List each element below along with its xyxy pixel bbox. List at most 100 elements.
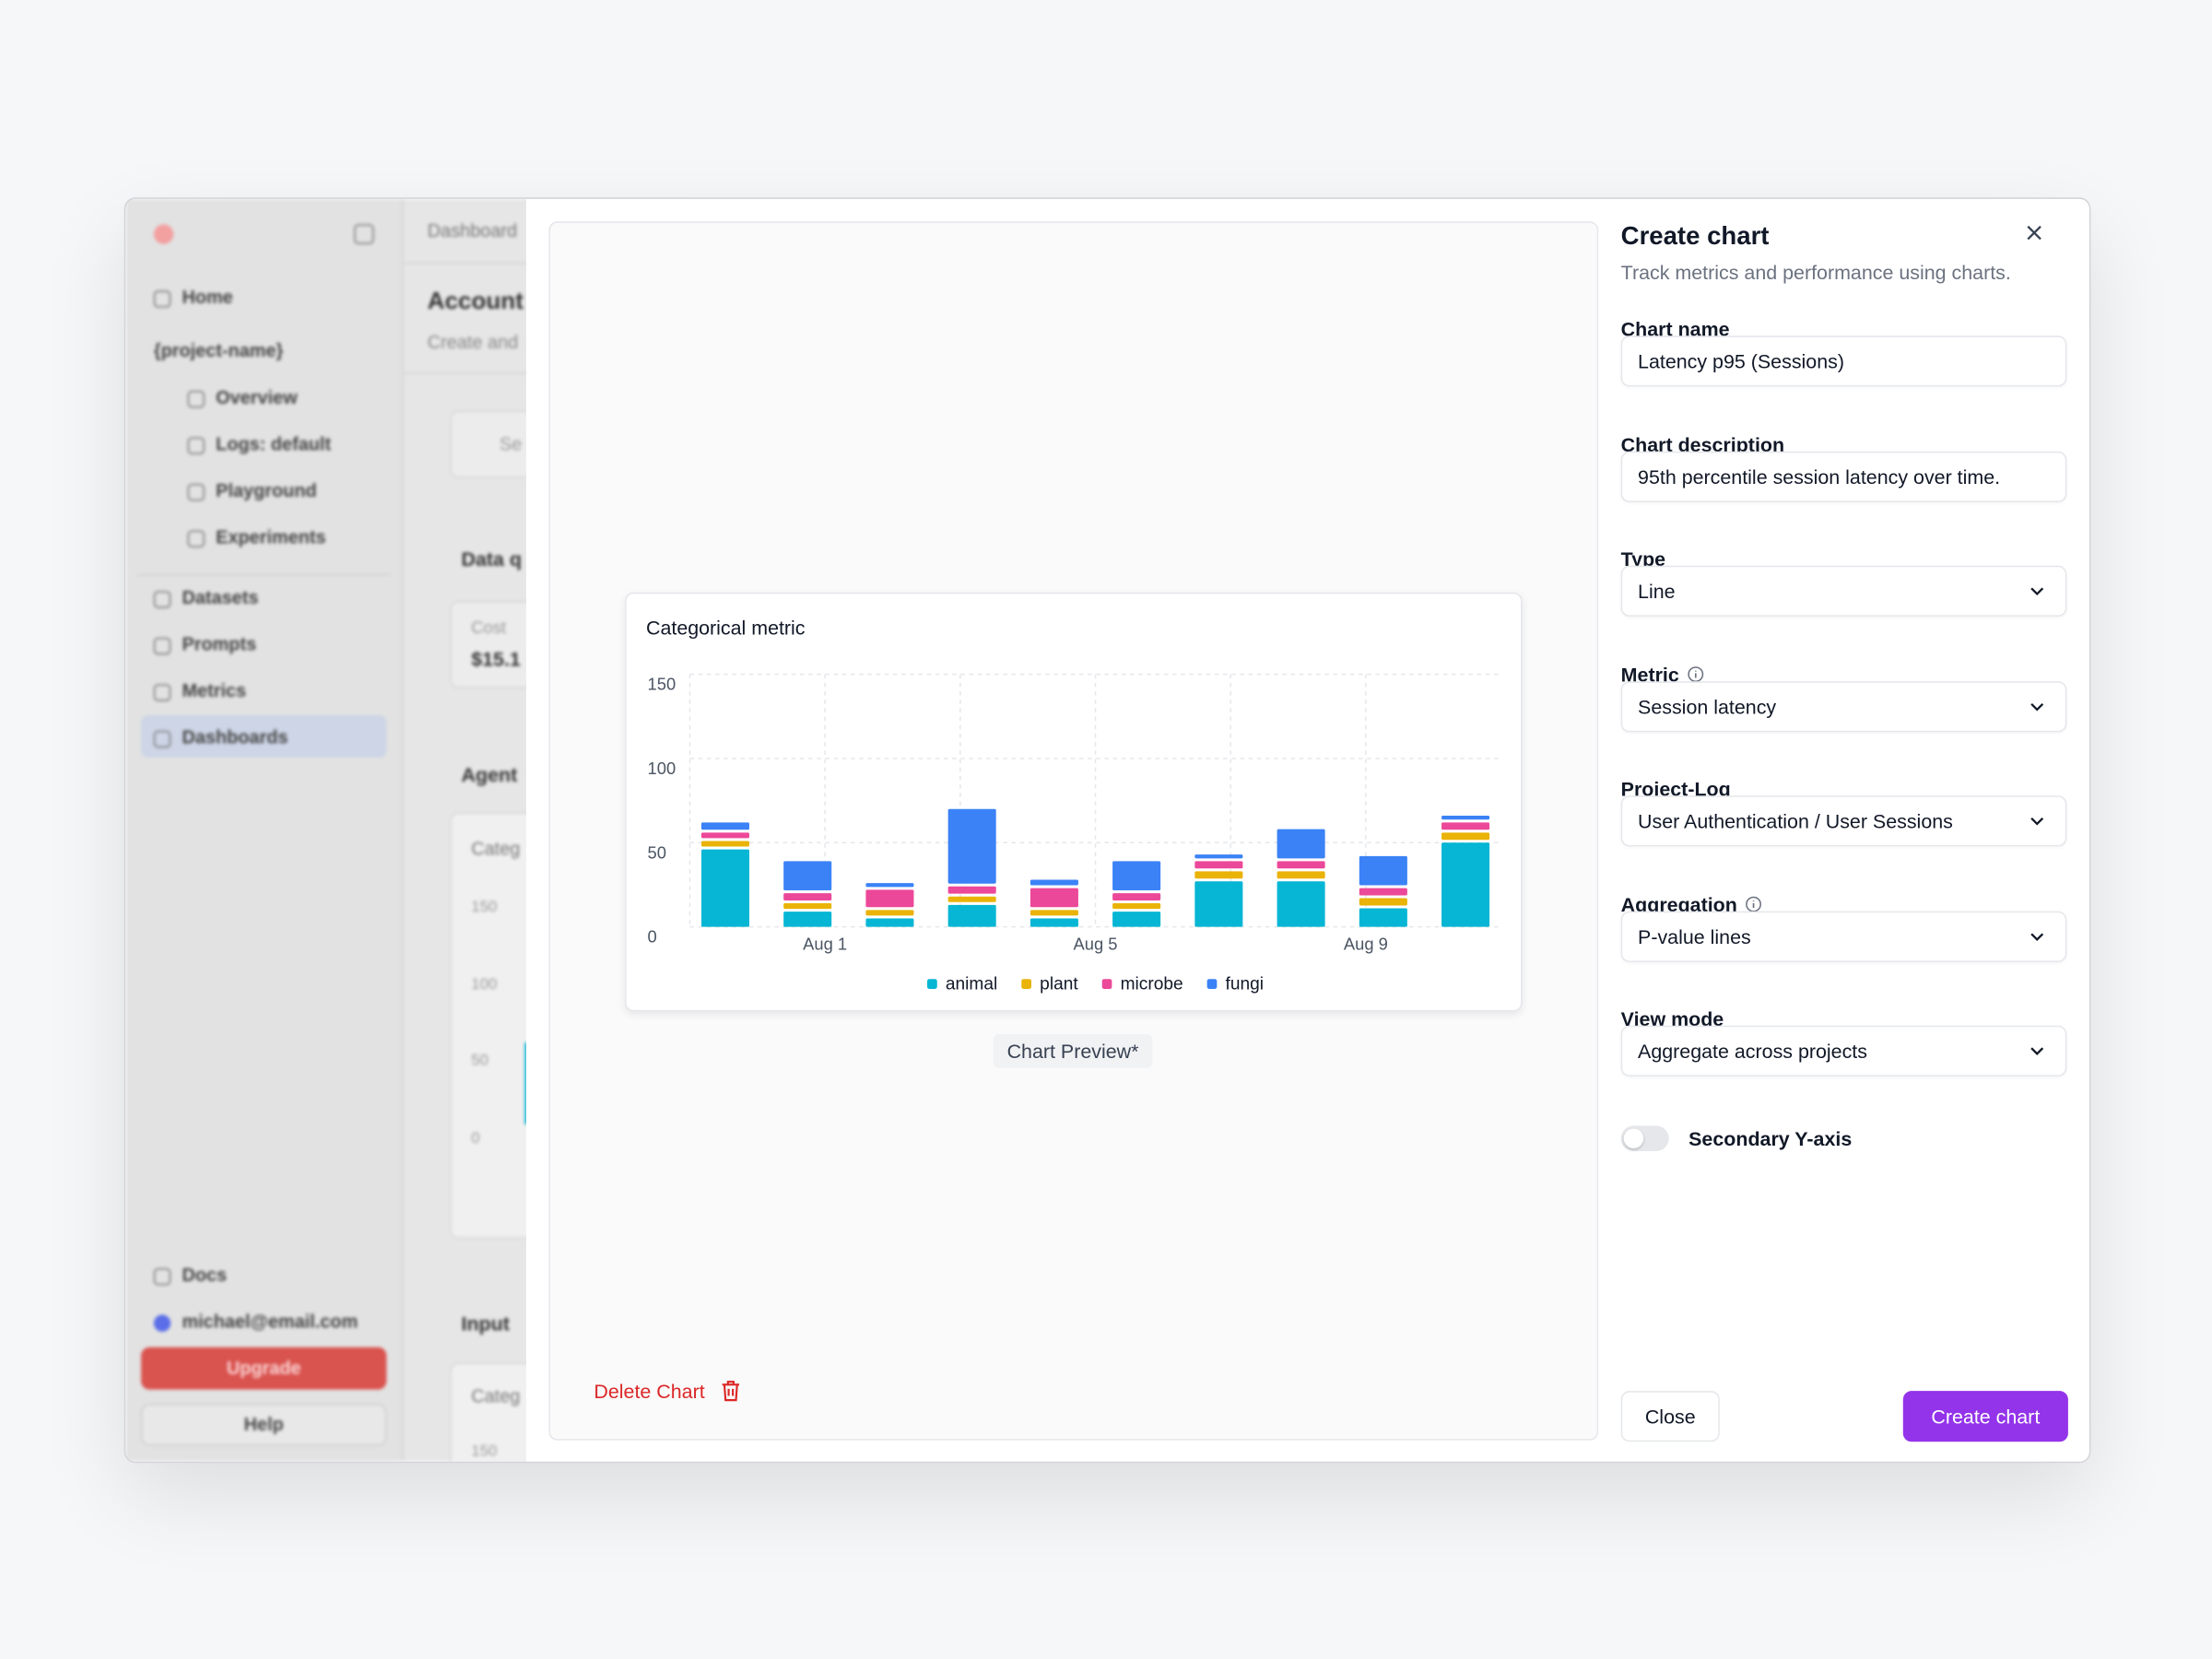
select[interactable]: Line [1620, 565, 2067, 617]
card-title: Categ [471, 838, 521, 860]
help-button[interactable]: Help [141, 1403, 387, 1446]
section-title: Input [461, 1312, 510, 1335]
nav-text: Overview [216, 386, 298, 408]
legend: animal plant microbe fungi [927, 974, 1264, 994]
nav-text: {project-name} [153, 339, 284, 361]
nav-item[interactable]: Dashboards [153, 724, 288, 752]
tick-label: 0 [471, 1129, 480, 1147]
nav-item: {project-name} [154, 337, 283, 366]
chevron [2030, 1047, 2044, 1055]
nav-text: Docs [182, 1264, 228, 1286]
close-button[interactable]: Close [1620, 1391, 1720, 1442]
bar-segment [947, 904, 996, 927]
select[interactable]: P-value lines [1620, 911, 2067, 962]
nav-text: Logs: default [216, 432, 332, 454]
bar-segment [1194, 861, 1243, 869]
bar-segment [1277, 861, 1325, 869]
field-value: Line [1638, 580, 1676, 603]
bar-segment [865, 889, 914, 908]
select[interactable]: Aggregate across projects [1620, 1025, 2067, 1077]
bar-segment [1194, 871, 1243, 879]
bar-segment [700, 822, 749, 830]
legend-swatch [927, 979, 937, 989]
select[interactable]: User Authentication / User Sessions [1620, 795, 2067, 847]
preview-panel: Categorical metric 0 50 100 150 Aug 1 Aug 5 Au… [548, 221, 1599, 1441]
cost-value: $15.1 [471, 647, 521, 671]
modal-title: Create chart [1620, 221, 1770, 250]
bar-segment [1441, 816, 1490, 820]
bar-segment [1112, 893, 1161, 900]
trash-icon [723, 1381, 740, 1402]
chevron [2030, 817, 2044, 826]
legend-label: microbe [1121, 974, 1183, 994]
nav-icon [153, 289, 171, 308]
section-title: Agent [461, 763, 518, 786]
bar-segment [1441, 832, 1490, 841]
bar-segment [865, 918, 914, 927]
chevron [2030, 702, 2044, 711]
upgrade-button[interactable]: Upgrade [141, 1347, 387, 1390]
bar-segment [783, 912, 832, 927]
cost-label: Cost [471, 618, 507, 638]
bar-segment [1277, 871, 1325, 879]
info-icon [1688, 665, 1704, 682]
legend-swatch [1101, 979, 1112, 989]
chevron [2030, 587, 2044, 596]
toggle-knob [1623, 1128, 1644, 1148]
nav-text: Dashboards [182, 726, 288, 748]
chart-card: Categorical metric 0 50 100 150 Aug 1 Aug 5 Au… [625, 592, 1523, 1012]
close-icon[interactable] [2026, 224, 2042, 241]
nav-text: Home [182, 286, 233, 308]
breadcrumb: Dashboard [427, 219, 518, 241]
modal: Categorical metric 0 50 100 150 Aug 1 Aug 5 Au… [525, 198, 2089, 1462]
preview-label: Chart Preview* [993, 1033, 1153, 1068]
bar-segment [1030, 879, 1078, 886]
divider [136, 573, 391, 576]
bar-segment [865, 910, 914, 916]
nav-item: Datasets [153, 584, 258, 613]
bar-segment [947, 896, 996, 902]
heading: Account [427, 288, 524, 315]
background-app: Home {project-name} Overview Logs: default P… [125, 198, 686, 1462]
nav-icon [187, 529, 205, 547]
subheading: Create and [427, 331, 519, 353]
select[interactable]: Session latency [1620, 680, 2067, 732]
create-button[interactable]: Create chart [1902, 1391, 2068, 1442]
bar-segment [1277, 881, 1325, 927]
y-tick-label: 0 [648, 927, 657, 947]
user[interactable]: michael@email.com [153, 1308, 358, 1336]
bar-segment [700, 849, 749, 927]
sidebar: Home {project-name} Overview Logs: default P… [125, 198, 404, 1462]
bar-segment [947, 808, 996, 884]
app-window: Home {project-name} Overview Logs: default P… [124, 197, 2091, 1464]
bar-segment [783, 903, 832, 910]
legend-swatch [1206, 979, 1218, 989]
collapse-icon [354, 224, 374, 244]
button-text: Create chart [1931, 1405, 2041, 1428]
tick-label: 150 [471, 898, 498, 916]
delete-button[interactable]: Delete Chart [594, 1377, 741, 1406]
legend-label: animal [946, 974, 997, 994]
bar-segment [947, 886, 996, 894]
x-tick-label: Aug 1 [803, 934, 847, 953]
tick-label: 150 [471, 1442, 498, 1461]
bar-segment [783, 861, 832, 891]
text-input[interactable]: Latency p95 (Sessions) [1620, 335, 2067, 387]
bar-segment [1277, 829, 1325, 859]
nav-text: Experiments [216, 525, 326, 547]
modal-subtitle: Track metrics and performance using char… [1620, 261, 2011, 284]
bar-segment [1194, 854, 1243, 859]
field-value: P-value lines [1638, 924, 1751, 947]
nav-item[interactable]: Docs [153, 1261, 228, 1289]
bar-segment [1112, 912, 1161, 927]
nav-text: Playground [216, 479, 317, 501]
text-input[interactable]: 95th percentile session latency over tim… [1620, 451, 2067, 502]
bar-segment [1359, 898, 1407, 906]
button-text: Help [243, 1413, 284, 1435]
x-tick-label: Aug 5 [1074, 934, 1118, 953]
section-title: Data q [461, 547, 523, 571]
toggle[interactable] [1620, 1125, 1669, 1151]
field-value: Aggregate across projects [1638, 1040, 1867, 1063]
